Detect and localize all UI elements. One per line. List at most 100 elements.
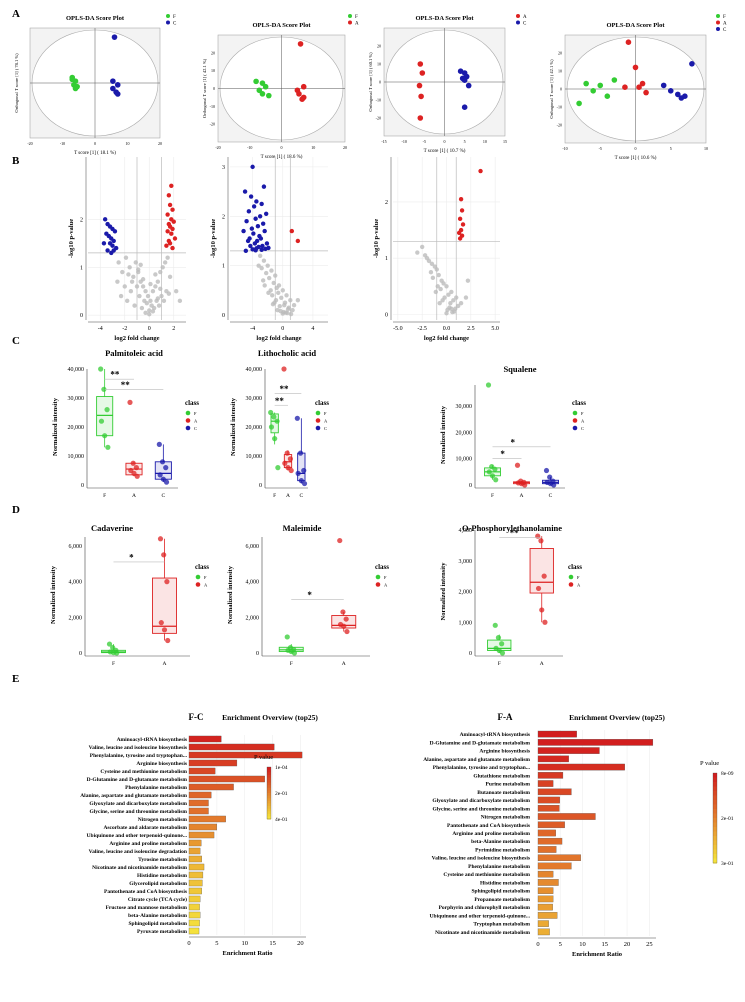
legend-gradient-segment <box>713 836 717 841</box>
opls-chart-opls1: OPLS-DA Score Plot T score [1] ( 18.1 %) O… <box>14 14 177 156</box>
x-tick-label: C <box>549 493 553 499</box>
volcano-point-ns <box>129 279 135 284</box>
box-point-A <box>343 616 349 622</box>
x-tick-label: F <box>273 493 276 499</box>
volcano-point-ns <box>166 291 172 296</box>
volcano-point-down <box>251 204 257 209</box>
legend-label: A <box>355 22 359 27</box>
box-point-C <box>301 467 307 474</box>
volcano-point-ns <box>177 298 183 304</box>
legend-label: 2e-01 <box>721 816 734 822</box>
box-point-F <box>102 433 108 439</box>
volcano-point-up <box>170 226 175 232</box>
volcano-point-ns <box>446 292 451 297</box>
score-point-C <box>675 91 681 98</box>
box-point-F <box>106 641 113 647</box>
box-point-F <box>485 382 492 388</box>
category-label: Fructose and mannose metabolism <box>106 905 188 911</box>
volcano-point-ns <box>284 293 289 298</box>
chart-title: Lithocholic acid <box>258 348 317 358</box>
legend-gradient-segment <box>267 769 271 773</box>
category-label: Cysteine and methionine metabolism <box>443 872 530 878</box>
x-axis-label: Enrichment Ratio <box>222 950 272 957</box>
volcano-point-down <box>111 238 116 244</box>
x-axis-label: T score [1] ( 18.1 %) <box>74 151 116 156</box>
legend-label: C <box>723 28 727 33</box>
volcano-point-ns <box>429 261 435 266</box>
score-point-A <box>300 83 307 90</box>
legend-gradient-segment <box>267 806 271 810</box>
volcano-chart-volc2: -4 0 4 0 1 2 3 log2 fold change -log10 p-value <box>210 157 328 342</box>
y-tick-label: 20,000 <box>456 430 473 436</box>
x-axis-label: Enrichment Ratio <box>572 951 622 958</box>
score-point-F <box>590 88 596 94</box>
volcano-point-ns <box>435 284 440 289</box>
score-point-F <box>259 91 266 97</box>
box-point-C <box>157 472 163 478</box>
legend-label: A <box>723 22 727 27</box>
volcano-point-down <box>110 243 115 248</box>
legend-gradient-segment <box>713 800 717 805</box>
volcano-point-ns <box>291 302 297 308</box>
volcano-point-ns <box>450 309 455 315</box>
x-tick-label: 20 <box>624 941 631 948</box>
box-point-C <box>301 480 308 487</box>
score-point-A <box>643 89 649 96</box>
score-point-F <box>266 92 272 99</box>
box-point-A <box>288 467 294 474</box>
volcano-point-up <box>172 236 178 241</box>
box-point-A <box>157 536 164 542</box>
y-tick-label: 0 <box>79 651 82 657</box>
volcano-point-ns <box>422 253 428 258</box>
y-tick-label: 2,000 <box>459 590 473 596</box>
x-tick-label: C <box>299 493 303 499</box>
box-point-F <box>486 469 492 475</box>
y-tick-label: 30,000 <box>68 396 85 402</box>
box-chart-box_lithocholic: Lithocholic acid 0 10,000 20,000 30,000 40,00… <box>230 348 329 499</box>
score-point-C <box>461 104 468 110</box>
x-tick-label: 20 <box>343 145 347 150</box>
score-point-A <box>632 64 639 71</box>
category-label: Purine metabolism <box>486 782 531 788</box>
enrichment-chart-enrich_fc: F-C Enrichment Overview (top25) 0 5 10 15 20 En… <box>80 712 318 957</box>
category-label: Porphyrin and chlorophyll metabolism <box>439 905 531 911</box>
score-point-A <box>639 80 646 87</box>
legend-label: A <box>581 419 585 424</box>
panel-letter-d: D <box>12 504 20 516</box>
category-label: Aminoacyl-tRNA biosynthesis <box>460 732 530 738</box>
chart-title: Enrichment Overview (top25) <box>569 713 665 722</box>
enrichment-bar <box>188 911 201 919</box>
volcano-point-ns <box>147 308 152 313</box>
box-point-C <box>295 470 301 476</box>
box-point-F <box>268 409 274 416</box>
box-point-A <box>161 552 167 558</box>
box-point-A <box>134 473 140 479</box>
volcano-point-up <box>478 168 483 174</box>
volcano-point-ns <box>147 312 152 317</box>
volcano-point-ns <box>259 265 264 271</box>
volcano-point-ns <box>116 260 121 265</box>
y-tick-label: -20 <box>557 123 562 128</box>
legend-gradient-segment <box>267 798 271 802</box>
legend-label: 3e-01 <box>721 861 734 867</box>
legend-gradient-segment <box>713 827 717 832</box>
y-tick-label: 6,000 <box>69 544 83 550</box>
enrichment-bar <box>537 763 625 771</box>
score-point-F <box>256 87 263 94</box>
volcano-point-up <box>460 222 466 227</box>
category-label: Tyrosine metabolism <box>138 857 187 863</box>
volcano-point-down <box>244 219 249 224</box>
y-tick-label: 0 <box>469 483 472 489</box>
category-label: Glyoxylate and dicarboxylate metabolism <box>89 801 187 807</box>
legend-marker-F <box>195 574 201 580</box>
enrichment-bar <box>537 788 572 796</box>
legend-gradient-segment <box>267 811 271 815</box>
y-tick-label: 0 <box>213 86 215 91</box>
volcano-point-ns <box>260 278 266 283</box>
chart-title: OPLS-DA Score Plot <box>66 15 125 22</box>
category-label: Histidine metabolism <box>137 873 187 879</box>
category-label: Phenylalanine, tyrosine and tryptophan..… <box>433 765 531 771</box>
y-tick-label: 40,000 <box>68 367 85 373</box>
x-tick-label: F <box>498 661 501 667</box>
x-tick-label: 2.5 <box>467 326 475 332</box>
